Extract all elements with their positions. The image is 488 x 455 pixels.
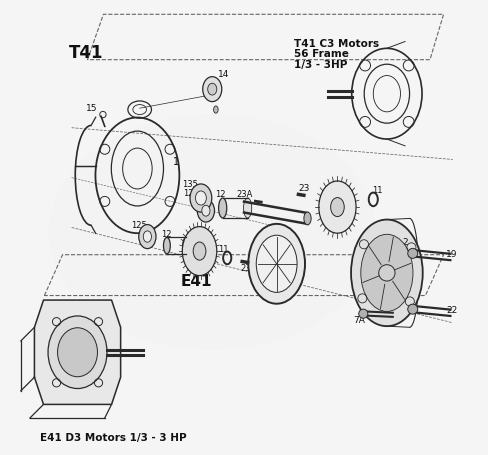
Text: 56 Frame: 56 Frame xyxy=(294,49,349,59)
Ellipse shape xyxy=(351,220,423,326)
Ellipse shape xyxy=(331,197,344,217)
Ellipse shape xyxy=(202,205,210,216)
Text: 125: 125 xyxy=(131,221,146,230)
Text: T41 C3 Motors: T41 C3 Motors xyxy=(294,39,379,49)
Ellipse shape xyxy=(219,198,227,218)
Text: 22: 22 xyxy=(446,306,457,314)
Text: 23A: 23A xyxy=(237,190,253,199)
Ellipse shape xyxy=(49,114,376,350)
Text: 1: 1 xyxy=(173,157,179,167)
Text: 7A: 7A xyxy=(353,316,365,325)
Ellipse shape xyxy=(214,106,218,113)
Ellipse shape xyxy=(361,234,413,311)
Text: 17: 17 xyxy=(326,190,338,199)
Text: 14: 14 xyxy=(218,70,229,79)
Ellipse shape xyxy=(163,238,170,254)
Ellipse shape xyxy=(208,83,217,95)
Ellipse shape xyxy=(304,212,311,225)
Ellipse shape xyxy=(193,242,206,260)
Text: 4: 4 xyxy=(191,237,197,246)
Ellipse shape xyxy=(190,184,212,212)
Text: 11: 11 xyxy=(218,245,229,254)
Ellipse shape xyxy=(58,328,98,377)
Circle shape xyxy=(379,265,395,281)
Text: 12: 12 xyxy=(215,190,225,199)
Text: 7: 7 xyxy=(269,250,275,259)
Ellipse shape xyxy=(319,181,356,233)
Text: 15: 15 xyxy=(86,104,98,113)
Text: 23: 23 xyxy=(240,264,251,273)
Ellipse shape xyxy=(139,225,156,248)
Text: 12: 12 xyxy=(161,230,171,239)
Text: T41: T41 xyxy=(69,44,104,62)
Text: 125: 125 xyxy=(183,189,198,198)
Ellipse shape xyxy=(48,316,107,389)
Polygon shape xyxy=(35,300,121,404)
Ellipse shape xyxy=(248,224,305,303)
Text: 19: 19 xyxy=(446,250,458,259)
Text: 11: 11 xyxy=(372,186,383,195)
Circle shape xyxy=(359,309,368,318)
Ellipse shape xyxy=(143,231,151,242)
Circle shape xyxy=(408,248,418,258)
Ellipse shape xyxy=(256,235,297,293)
Text: E41 D3 Motors 1/3 - 3 HP: E41 D3 Motors 1/3 - 3 HP xyxy=(40,433,186,443)
Text: 2: 2 xyxy=(403,238,408,247)
Ellipse shape xyxy=(196,191,206,205)
Ellipse shape xyxy=(244,198,252,218)
Ellipse shape xyxy=(203,77,222,101)
Ellipse shape xyxy=(197,199,215,222)
Circle shape xyxy=(408,304,418,314)
Text: 1/3 - 3HP: 1/3 - 3HP xyxy=(294,60,347,70)
Text: 23: 23 xyxy=(298,183,309,192)
Text: 135: 135 xyxy=(183,180,199,189)
Text: E41: E41 xyxy=(181,274,212,289)
Ellipse shape xyxy=(183,227,217,276)
Ellipse shape xyxy=(183,238,189,254)
